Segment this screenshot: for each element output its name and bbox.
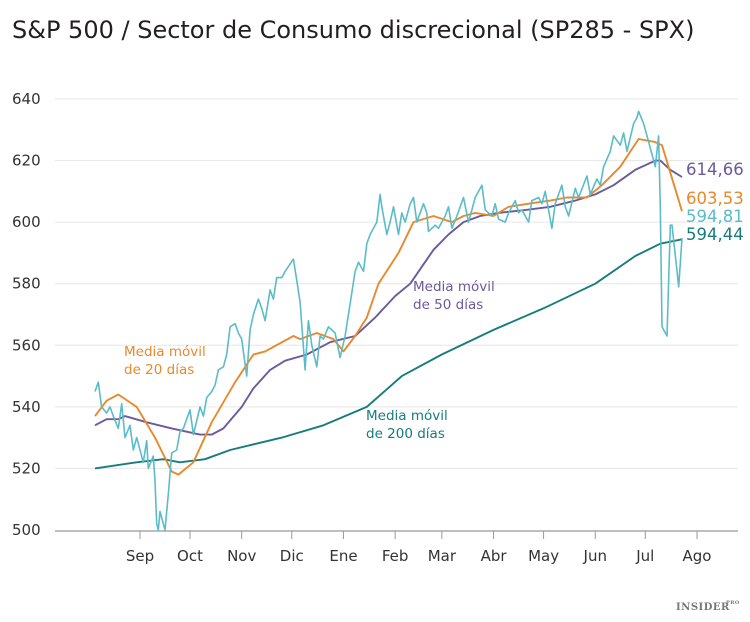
x-tick-label: Jun xyxy=(583,547,607,565)
x-tick-label: Abr xyxy=(481,547,508,565)
y-tick-label: 620 xyxy=(12,152,41,170)
x-tick-label: Ago xyxy=(683,547,712,565)
y-tick-label: 600 xyxy=(12,213,41,231)
x-axis: Sep Oct Nov Dic Ene Feb Mar Abr May Jun Jul Ago xyxy=(55,530,738,565)
series-line-price xyxy=(94,110,683,531)
x-tick-label: Sep xyxy=(126,547,154,565)
end-label-ma200: 594,44 xyxy=(686,225,744,244)
y-tick-label: 640 xyxy=(12,90,41,108)
x-tick-label: Oct xyxy=(177,547,203,565)
y-axis: 500 520 540 560 580 600 620 640 xyxy=(12,90,41,539)
svg-text:INSIDER: INSIDER xyxy=(676,602,730,613)
series-line-ma200 xyxy=(94,238,683,470)
end-label-ma50: 614,66 xyxy=(686,160,744,179)
x-tick-label: May xyxy=(528,547,559,565)
y-tick-label: 520 xyxy=(12,459,41,477)
x-tick-label: Mar xyxy=(428,547,457,565)
end-label-price: 594,81 xyxy=(686,207,744,226)
svg-text:PRO: PRO xyxy=(726,600,740,606)
series-line-ma20 xyxy=(94,138,683,476)
y-tick-label: 560 xyxy=(12,336,41,354)
y-tick-label: 500 xyxy=(12,521,41,539)
chart-title: S&P 500 / Sector de Consumo discrecional… xyxy=(12,16,694,44)
x-tick-label: Nov xyxy=(227,547,256,565)
annotation-ma20: Media móvil de 20 días xyxy=(124,344,210,378)
annotation-ma200: Media móvil de 200 días xyxy=(366,408,452,442)
x-tick-label: Jul xyxy=(635,547,654,565)
x-tick-label: Ene xyxy=(329,547,357,565)
annotation-ma50: Media móvil de 50 días xyxy=(413,279,499,313)
y-tick-label: 540 xyxy=(12,398,41,416)
x-tick-label: Feb xyxy=(382,547,409,565)
series-line-ma50 xyxy=(94,159,683,436)
x-tick-label: Dic xyxy=(280,547,304,565)
insider-pro-logo: INSIDER PRO xyxy=(676,600,740,613)
series-lines xyxy=(94,110,683,531)
y-tick-label: 580 xyxy=(12,275,41,293)
end-label-ma20: 603,53 xyxy=(686,189,744,208)
